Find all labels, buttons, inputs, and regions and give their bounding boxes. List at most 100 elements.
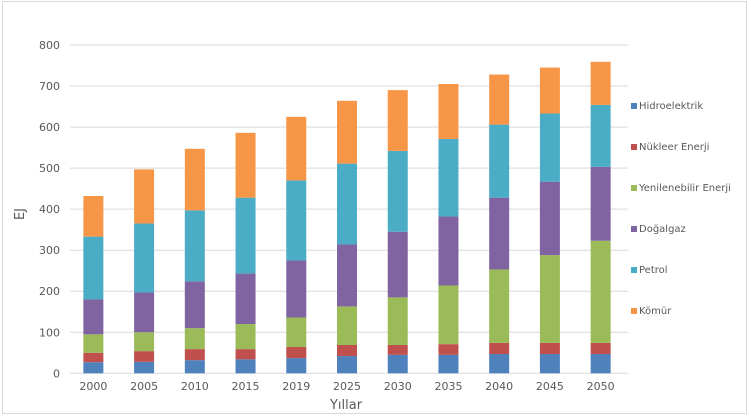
legend-label: Petrol	[639, 265, 668, 276]
bar-segment	[83, 196, 104, 237]
bar-segment	[489, 269, 510, 343]
bar-segment	[286, 116, 307, 181]
x-tick-label: 2025	[333, 380, 361, 393]
bar-segment	[235, 349, 256, 360]
bar-segment	[489, 197, 510, 270]
bar-segment	[184, 210, 205, 282]
bar-segment	[590, 354, 611, 374]
bar-segment	[337, 306, 357, 345]
bar-segment	[337, 244, 357, 307]
bar-segment	[286, 180, 307, 261]
bar-segment	[590, 166, 611, 241]
y-tick-label: 300	[39, 244, 60, 257]
bar-segment	[83, 362, 104, 374]
bar-segment	[590, 104, 611, 167]
bar-segment	[286, 260, 307, 318]
bar-segment	[235, 197, 256, 274]
legend-item: Yenilenebilir Enerji	[631, 183, 731, 194]
x-tick-label: 2000	[79, 380, 107, 393]
bar-segment	[387, 90, 408, 151]
bar-stack-2045	[539, 67, 560, 374]
bar-segment	[337, 163, 357, 245]
bar-segment	[134, 223, 155, 293]
bar-segment	[489, 124, 510, 198]
bar-segment	[539, 113, 560, 182]
legend-label: Kömür	[639, 306, 672, 317]
bar-segment	[235, 324, 256, 350]
x-tick-label: 2045	[536, 380, 564, 393]
bar-segment	[438, 285, 459, 345]
bar-stack-2035	[438, 83, 459, 374]
bar-stack-2000	[83, 196, 104, 374]
bar-segment	[489, 342, 510, 355]
x-axis-ticks: 2000 2005 2010 2015 2019 2025 2030 2035 2040 2045…	[79, 380, 614, 393]
bar-segment	[590, 61, 611, 105]
y-tick-label: 0	[53, 367, 60, 380]
legend-swatch	[631, 144, 637, 150]
legend-item: Hidroelektrik	[631, 101, 703, 112]
bar-segment	[438, 216, 459, 286]
x-tick-label: 2005	[130, 380, 158, 393]
bar-segment	[387, 344, 408, 355]
bar-segment	[134, 351, 155, 362]
bar-segment	[438, 354, 459, 374]
legend-label: Nükleer Enerji	[639, 142, 709, 153]
bar-stack-2050	[590, 61, 611, 374]
y-tick-label: 600	[39, 121, 60, 134]
bar-stack-2005	[134, 169, 155, 374]
bar-stack-2019	[286, 116, 307, 374]
y-tick-label: 200	[39, 285, 60, 298]
bar-segment	[539, 342, 560, 355]
bar-segment	[286, 317, 307, 348]
bar-segment	[235, 132, 256, 198]
bar-segment	[286, 358, 307, 374]
bar-segment	[134, 169, 155, 224]
y-axis-ticks: 0 100 200 300 400 500 600 700 800	[39, 39, 60, 380]
legend-label: Doğalgaz	[639, 223, 686, 235]
bar-segment	[184, 360, 205, 374]
bar-segment	[539, 354, 560, 374]
bar-segment	[184, 148, 205, 211]
bar-segment	[134, 292, 155, 333]
bar-segment	[184, 281, 205, 329]
x-tick-label: 2015	[232, 380, 260, 393]
bar-segment	[83, 236, 104, 300]
bar-segment	[438, 83, 459, 139]
chart-frame	[2, 1, 747, 414]
bar-segment	[489, 74, 510, 125]
bar-stack-2015	[235, 132, 256, 374]
x-axis-title: Yıllar	[329, 398, 363, 413]
legend-swatch	[631, 267, 637, 273]
bars	[83, 61, 611, 374]
bar-segment	[387, 231, 408, 298]
bar-segment	[235, 273, 256, 325]
legend-swatch	[631, 185, 637, 191]
bar-segment	[134, 332, 155, 352]
x-tick-label: 2050	[587, 380, 615, 393]
bar-stack-2040	[489, 74, 510, 374]
y-tick-label: 500	[39, 162, 60, 175]
bar-segment	[235, 359, 256, 374]
legend-item: Nükleer Enerji	[631, 142, 709, 153]
legend-item: Petrol	[631, 265, 668, 276]
x-tick-label: 2019	[282, 380, 310, 393]
bar-segment	[83, 334, 104, 353]
bar-segment	[286, 347, 307, 359]
y-axis-title: EJ	[13, 208, 28, 220]
bar-stack-2010	[184, 148, 205, 374]
legend-label: Hidroelektrik	[639, 101, 703, 112]
y-tick-label: 700	[39, 80, 60, 93]
legend-item: Doğalgaz	[631, 223, 686, 235]
bar-segment	[184, 349, 205, 361]
bar-segment	[438, 344, 459, 355]
x-tick-label: 2030	[384, 380, 412, 393]
legend: Hidroelektrik Nükleer Enerji Yenilenebilir…	[631, 101, 731, 317]
bar-segment	[337, 100, 357, 164]
bar-segment	[539, 181, 560, 256]
bar-segment	[337, 356, 357, 374]
bar-stack-2025	[337, 100, 357, 374]
legend-item: Kömür	[631, 306, 672, 317]
legend-swatch	[631, 308, 637, 314]
x-tick-label: 2040	[485, 380, 513, 393]
